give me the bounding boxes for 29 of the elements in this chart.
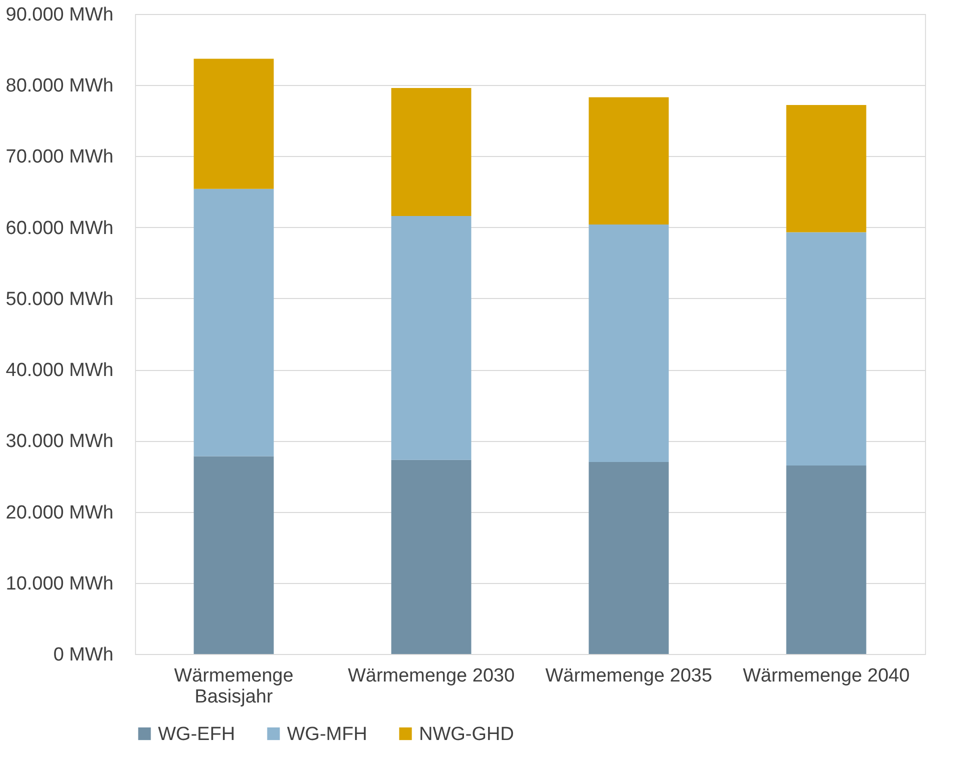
- y-tick-label: 90.000 MWh: [6, 4, 114, 26]
- bar: [391, 460, 472, 654]
- legend-label: NWG-GHD: [419, 724, 514, 745]
- x-tick-label: Wärmemenge 2030: [348, 666, 515, 686]
- y-tick-label: 60.000 MWh: [6, 218, 114, 239]
- bar: [194, 188, 274, 456]
- bar: [588, 224, 669, 462]
- bar: [786, 466, 866, 654]
- y-tick-label: 10.000 MWh: [6, 573, 114, 594]
- bar: [391, 88, 472, 216]
- bar: [588, 97, 669, 224]
- x-tick-label: Wärmemenge Basisjahr: [174, 666, 294, 708]
- bar: [786, 105, 866, 232]
- y-tick-label: 30.000 MWh: [6, 431, 114, 452]
- y-tick-label: 50.000 MWh: [6, 288, 114, 310]
- x-tick-label: Wärmemenge 2040: [742, 666, 910, 686]
- bar: [786, 232, 866, 466]
- bar: [194, 456, 274, 654]
- legend-label: WG-MFH: [287, 724, 368, 745]
- y-tick-label: 80.000 MWh: [6, 76, 114, 97]
- bar: [194, 58, 274, 189]
- y-tick-label: 40.000 MWh: [6, 360, 114, 382]
- y-tick-label: 0 MWh: [53, 644, 114, 666]
- x-tick-label: Wärmemenge 2035: [545, 666, 712, 686]
- y-tick-label: 20.000 MWh: [6, 502, 114, 524]
- y-tick-label: 70.000 MWh: [6, 146, 114, 168]
- bar: [588, 462, 669, 654]
- bar: [391, 216, 472, 460]
- legend-label: WG-EFH: [158, 724, 236, 745]
